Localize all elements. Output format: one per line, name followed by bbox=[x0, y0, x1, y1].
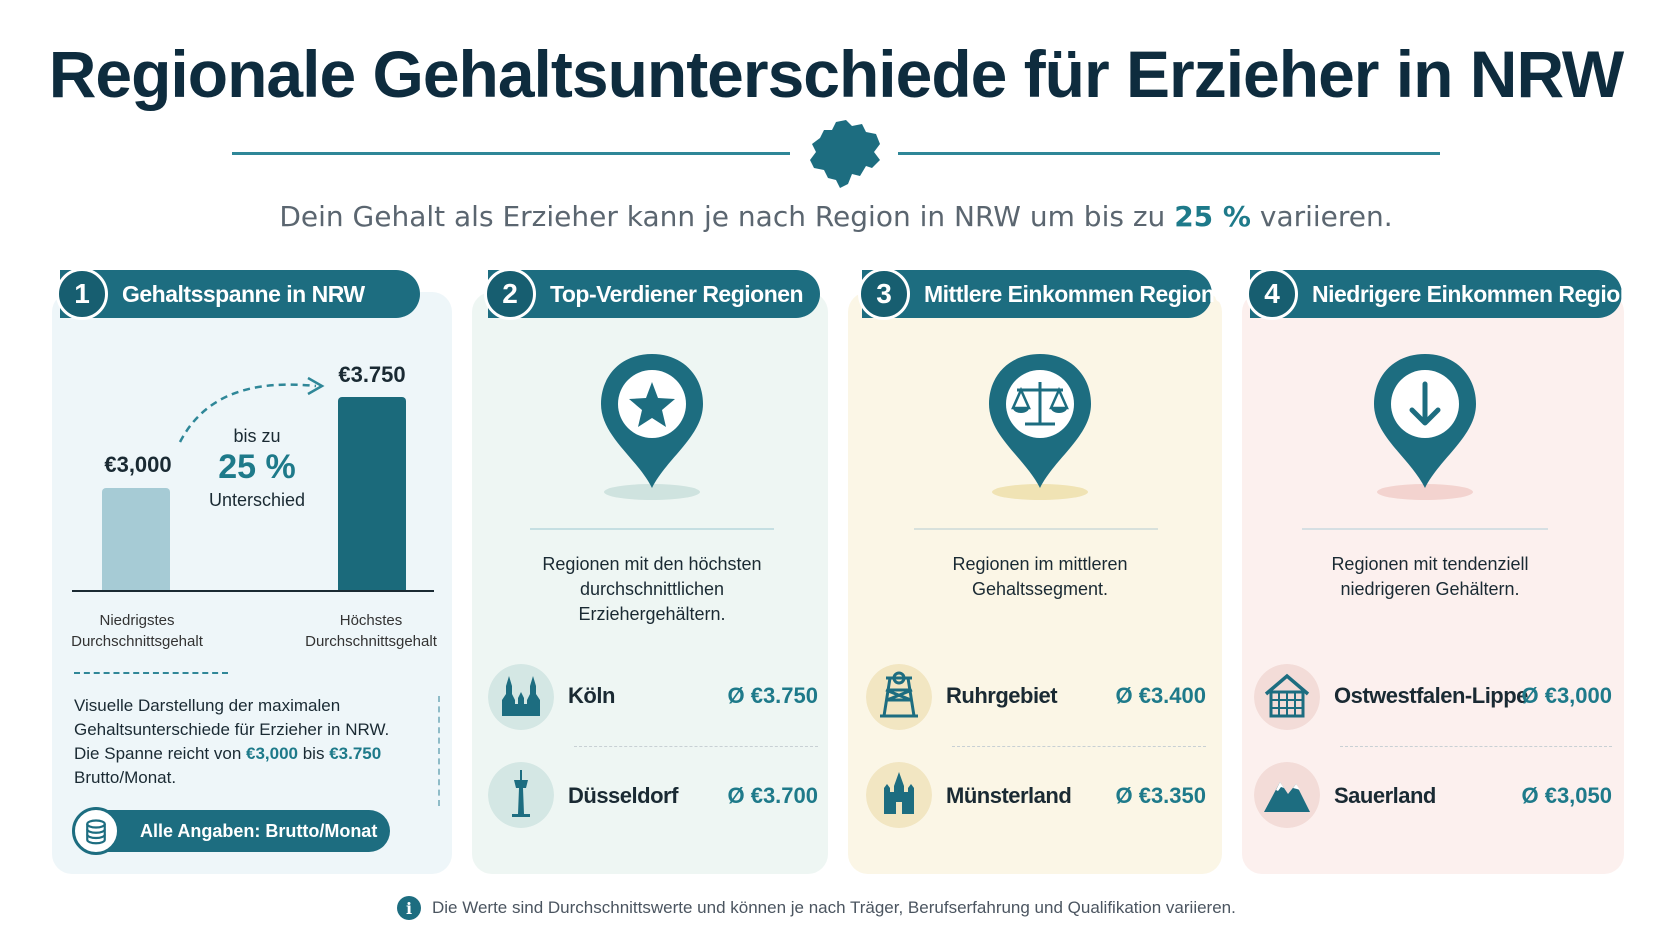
lowest-salary-bar bbox=[102, 488, 170, 590]
dashed-arrow-icon bbox=[178, 376, 325, 443]
panel-heading: Top-Verdiener Regionen bbox=[550, 280, 804, 307]
footer-note: Die Werte sind Durchschnittswerte und kö… bbox=[432, 898, 1236, 917]
subtitle-text-end: variieren. bbox=[1250, 200, 1393, 233]
castle-icon bbox=[866, 762, 932, 828]
description-text: Brutto/Monat. bbox=[74, 768, 177, 787]
highest-salary-caption: Höchstes Durchschnittsgehalt bbox=[296, 610, 446, 652]
row-divider bbox=[1340, 746, 1612, 747]
region-name-duesseldorf: Düsseldorf bbox=[568, 783, 678, 808]
region-name-ostwestfalen-lippe: Ostwestfalen-Lippe bbox=[1334, 683, 1528, 708]
region-name-koeln: Köln bbox=[568, 683, 615, 708]
salary-range-description: Visuelle Darstellung der maximalen Gehal… bbox=[74, 694, 414, 790]
panel-heading: Niedrigere Einkommen Regionen bbox=[1312, 280, 1660, 307]
subtitle-text: Dein Gehalt als Erzieher kann je nach Re… bbox=[279, 200, 1175, 233]
mine-tower-icon bbox=[866, 664, 932, 730]
caption-line: Durchschnittsgehalt bbox=[71, 633, 203, 650]
dashed-vertical-divider bbox=[438, 696, 440, 806]
gross-monthly-note: Alle Angaben: Brutto/Monat bbox=[72, 807, 390, 855]
middle-regions-description: Regionen im mittleren Gehaltssegment. bbox=[952, 554, 1128, 599]
gross-monthly-label: Alle Angaben: Brutto/Monat bbox=[140, 821, 378, 841]
nrw-map-icon bbox=[810, 120, 880, 188]
region-name-muensterland: Münsterland bbox=[946, 783, 1072, 808]
caption-line: Niedrigstes bbox=[99, 612, 175, 629]
top-regions-description: Regionen mit den höchsten durchschnittli… bbox=[542, 554, 762, 624]
chart-baseline bbox=[72, 590, 434, 592]
row-divider bbox=[952, 746, 1206, 747]
difference-prefix: bis zu bbox=[233, 426, 281, 446]
description-text: bis bbox=[298, 744, 330, 763]
description-low-value: €3,000 bbox=[246, 744, 298, 763]
caption-line: Durchschnittsgehalt bbox=[305, 633, 437, 650]
title-divider-left bbox=[232, 152, 790, 155]
divider bbox=[1302, 528, 1548, 530]
coins-icon bbox=[72, 807, 120, 855]
star-pin-icon bbox=[601, 354, 703, 500]
timber-house-icon bbox=[1254, 664, 1320, 730]
tv-tower-icon bbox=[488, 762, 554, 828]
dashed-divider bbox=[74, 672, 228, 674]
panel-heading: Gehaltsspanne in NRW bbox=[122, 280, 365, 307]
page-title: Regionale Gehaltsunterschiede für Erzieh… bbox=[48, 37, 1624, 111]
description-text: Visuelle Darstellung der maximalen Gehal… bbox=[74, 696, 390, 763]
step-number-badge: 1 bbox=[56, 268, 108, 320]
lower-regions-description: Regionen mit tendenziell niedrigeren Geh… bbox=[1331, 554, 1529, 599]
region-name-sauerland: Sauerland bbox=[1334, 783, 1436, 808]
highest-salary-value: €3.750 bbox=[338, 362, 406, 387]
subtitle-accent: 25 % bbox=[1174, 200, 1251, 233]
panel-header-3: 3 Mittlere Einkommen Regionen bbox=[858, 268, 1241, 320]
step-number-badge: 3 bbox=[858, 268, 910, 320]
subtitle: Dein Gehalt als Erzieher kann je nach Re… bbox=[0, 200, 1672, 233]
mountains-icon bbox=[1254, 762, 1320, 828]
difference-suffix: Unterschied bbox=[208, 490, 306, 510]
region-salary-muensterland: Ø €3.350 bbox=[1115, 783, 1206, 808]
panel-header-1: 1 Gehaltsspanne in NRW bbox=[56, 268, 420, 320]
panel-header-4: 4 Niedrigere Einkommen Regionen bbox=[1246, 268, 1660, 320]
caption-line: Höchstes bbox=[339, 612, 403, 629]
info-icon: i bbox=[397, 896, 421, 920]
cathedral-icon bbox=[488, 664, 554, 730]
region-salary-sauerland: Ø €3,050 bbox=[1521, 783, 1612, 808]
description-high-value: €3.750 bbox=[329, 744, 382, 763]
divider bbox=[914, 528, 1158, 530]
region-salary-ostwestfalen-lippe: Ø €3,000 bbox=[1521, 683, 1612, 708]
panel-heading: Mittlere Einkommen Regionen bbox=[924, 280, 1241, 307]
step-number-badge: 4 bbox=[1246, 268, 1298, 320]
scales-pin-icon bbox=[989, 354, 1091, 500]
step-number-badge: 2 bbox=[484, 268, 536, 320]
difference-value: 25 % bbox=[218, 448, 296, 486]
region-salary-duesseldorf: Ø €3.700 bbox=[727, 783, 818, 808]
row-divider bbox=[574, 746, 818, 747]
lowest-salary-caption: Niedrigstes Durchschnittsgehalt bbox=[62, 610, 212, 652]
region-salary-koeln: Ø €3.750 bbox=[727, 683, 818, 708]
lowest-salary-value: €3,000 bbox=[104, 452, 172, 477]
divider bbox=[530, 528, 774, 530]
panel-header-2: 2 Top-Verdiener Regionen bbox=[484, 268, 820, 320]
highest-salary-bar bbox=[338, 397, 406, 590]
arrow-down-pin-icon bbox=[1374, 354, 1476, 500]
region-salary-ruhrgebiet: Ø €3.400 bbox=[1115, 683, 1206, 708]
region-name-ruhrgebiet: Ruhrgebiet bbox=[946, 683, 1058, 708]
title-divider-right bbox=[898, 152, 1440, 155]
